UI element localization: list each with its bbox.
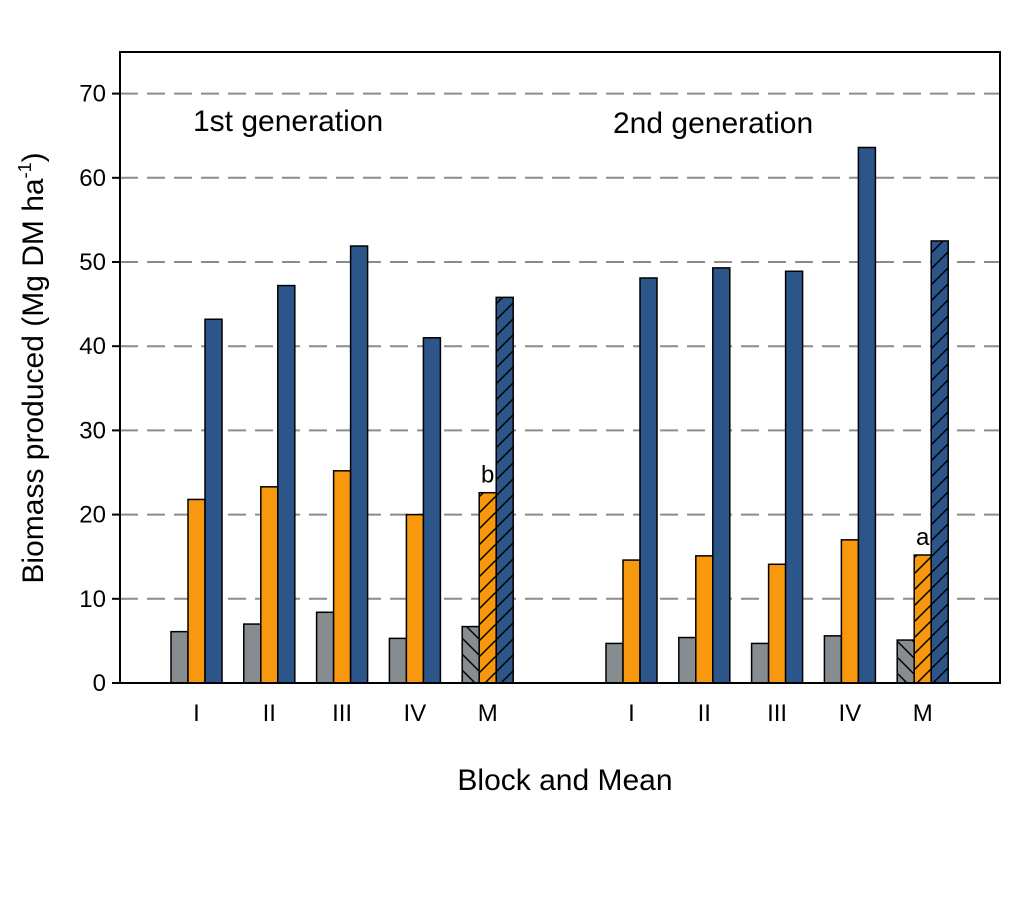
bar-gen2-IV-series-1 <box>823 635 843 684</box>
y-axis-title-sup: -1 <box>15 162 35 178</box>
y-tick-label: 60 <box>79 165 106 192</box>
bar-gen1-III-series-2 <box>332 470 352 684</box>
bar-gen1-I-series-3 <box>204 318 223 684</box>
y-axis-title: Biomass produced (Mg DM ha-1) <box>15 152 50 583</box>
x-category-label: M <box>913 700 933 727</box>
bar-gen2-I-series-2 <box>622 559 641 684</box>
bar-gen2-III-series-2 <box>767 563 787 684</box>
x-category-label: M <box>478 700 498 727</box>
bar-gen1-II-series-1 <box>243 623 262 684</box>
bar-gen2-I-series-1 <box>605 642 624 684</box>
bar-hatch-gen2-series-1 <box>897 640 915 683</box>
bar-gen2-I-series-3 <box>639 277 658 684</box>
bar-gen2-III-series-1 <box>750 642 770 684</box>
x-category-label: II <box>263 700 276 727</box>
y-axis: 0 10 20 30 40 50 60 70 <box>79 81 120 697</box>
bar-gen2-II-series-2 <box>695 555 714 684</box>
bar-hatch-gen1-series-1 <box>462 626 480 683</box>
x-category-label: I <box>628 700 635 727</box>
bar-gen1-IV-series-2 <box>405 513 425 684</box>
x-category-label: I <box>193 700 200 727</box>
y-tick-label: 20 <box>79 502 106 529</box>
bar-hatch-gen2-series-2 <box>914 555 932 683</box>
significance-letter: a <box>916 524 930 551</box>
bar-gen1-III-series-1 <box>315 611 335 684</box>
y-tick-label: 70 <box>79 81 106 108</box>
x-axis-title: Block and Mean <box>457 764 672 797</box>
bar-gen2-II-series-3 <box>712 267 731 684</box>
group-title-2nd: 2nd generation <box>613 107 813 140</box>
y-tick-label: 40 <box>79 333 106 360</box>
bar-gen1-I-series-2 <box>187 498 206 684</box>
bar-gen1-II-series-2 <box>260 486 279 684</box>
bar-gen1-I-series-1 <box>170 630 189 684</box>
bar-gen2-IV-series-2 <box>840 539 860 684</box>
y-axis-title-close: ) <box>17 152 50 162</box>
category-labels: I II III IV MbI II III IV Ma <box>193 462 933 727</box>
x-category-label: III <box>767 700 787 727</box>
y-tick-label: 30 <box>79 417 106 444</box>
bar-gen2-IV-series-3 <box>857 146 877 684</box>
group-title-1st: 1st generation <box>193 105 383 138</box>
y-axis-title-main: Biomass produced (Mg DM ha <box>17 178 50 583</box>
bar-gen1-IV-series-3 <box>422 337 442 684</box>
y-tick-label: 0 <box>93 670 106 697</box>
y-tick-label: 50 <box>79 249 106 276</box>
bar-gen1-III-series-3 <box>349 245 369 684</box>
bar-hatch-gen1-series-3 <box>496 297 514 683</box>
x-category-label: II <box>698 700 711 727</box>
x-category-label: III <box>332 700 352 727</box>
bar-gen1-IV-series-1 <box>388 637 408 684</box>
bar-hatch-gen1-series-2 <box>479 492 497 683</box>
bar-hatch-gen2-series-3 <box>931 240 949 683</box>
bar-gen1-II-series-3 <box>277 284 296 684</box>
bar-gen2-III-series-3 <box>784 270 804 684</box>
bars <box>170 146 949 684</box>
plot-frame <box>119 51 1001 684</box>
y-tick-label: 10 <box>79 586 106 613</box>
significance-letter: b <box>481 462 494 489</box>
x-category-label: IV <box>404 700 427 727</box>
x-category-label: IV <box>839 700 862 727</box>
bar-gen2-II-series-1 <box>678 636 697 684</box>
